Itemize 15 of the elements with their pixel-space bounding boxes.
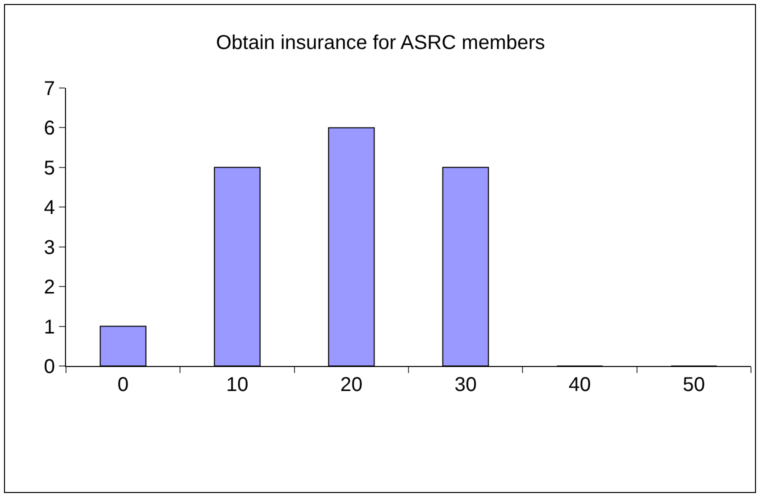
x-tick-label: 40 bbox=[568, 374, 591, 396]
y-tick-label: 5 bbox=[44, 157, 55, 180]
x-tick-label: 50 bbox=[682, 374, 706, 396]
x-tick-label: 10 bbox=[226, 374, 248, 396]
y-tick-label: 3 bbox=[44, 236, 55, 259]
chart-title: Obtain insurance for ASRC members bbox=[216, 32, 546, 54]
y-tick-label: 1 bbox=[44, 316, 55, 338]
y-tick-label: 4 bbox=[44, 197, 55, 220]
x-tick-label: 30 bbox=[454, 374, 477, 396]
y-tick-label: 2 bbox=[44, 276, 55, 299]
y-tick-label: 7 bbox=[44, 78, 55, 100]
x-tick-label: 20 bbox=[340, 374, 363, 396]
y-tick-label: 0 bbox=[44, 356, 55, 378]
y-tick-label: 6 bbox=[44, 118, 55, 140]
x-tick-label: 0 bbox=[118, 374, 129, 396]
